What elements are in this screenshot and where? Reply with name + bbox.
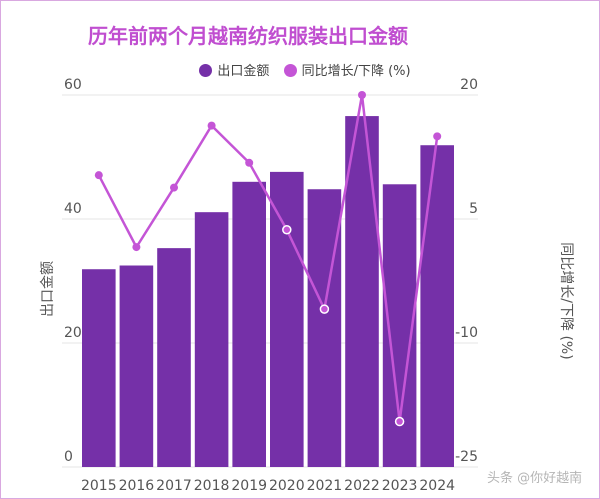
bar-2024 <box>420 145 454 467</box>
bar-2015 <box>82 269 116 467</box>
x-tick-label: 2024 <box>419 478 455 494</box>
bar-2016 <box>119 265 154 467</box>
growth-point-2021 <box>319 304 330 314</box>
bar-2022 <box>345 116 379 467</box>
y2-tick-label: 20 <box>460 77 478 93</box>
y-tick-label: 60 <box>64 77 82 93</box>
bar-2020 <box>270 171 304 467</box>
growth-point-2019 <box>245 158 254 167</box>
y-tick-label: 40 <box>64 201 82 217</box>
y-tick-label: 0 <box>64 449 73 465</box>
bar-2021 <box>307 189 342 468</box>
legend-line-marker <box>283 64 297 77</box>
x-tick-label: 2017 <box>156 478 192 494</box>
legend-line-label: 同比增长/下降 (%) <box>301 64 411 79</box>
growth-point-2020 <box>282 224 292 235</box>
growth-point-2016 <box>132 243 141 252</box>
x-tick-label: 2015 <box>81 478 117 494</box>
growth-point-2017 <box>170 183 178 192</box>
chart-title: 历年前两个月越南纺织服装出口金额 <box>88 24 408 48</box>
y2-tick-label: -10 <box>455 325 478 341</box>
x-tick-label: 2022 <box>344 478 380 494</box>
y2-tick-label: 5 <box>469 201 478 217</box>
y2-axis-label: 同比增长/下降 (%) <box>558 242 574 359</box>
y-tick-label: 20 <box>64 325 82 341</box>
y2-tick-label: -25 <box>455 449 478 465</box>
legend-bar-label: 出口金额 <box>217 64 270 79</box>
growth-point-2023 <box>394 416 405 427</box>
x-tick-label: 2019 <box>231 478 267 494</box>
x-tick-label: 2021 <box>307 478 343 494</box>
x-tick-label: 2018 <box>194 478 230 494</box>
growth-point-2018 <box>207 121 216 130</box>
bar-2018 <box>194 212 229 467</box>
legend: 出口金额 同比增长/下降 (%) <box>0 60 600 79</box>
growth-line <box>97 94 439 422</box>
growth-point-2024 <box>433 132 442 141</box>
bar-2019 <box>232 181 266 468</box>
bar-2017 <box>157 248 191 467</box>
y-axis-label: 出口金额 <box>40 261 56 317</box>
x-tick-label: 2023 <box>382 478 418 494</box>
watermark: 头条 @你好越南 <box>487 471 583 486</box>
x-tick-label: 2016 <box>119 478 155 494</box>
x-tick-label: 2020 <box>269 478 305 494</box>
legend-bar-marker <box>199 64 213 77</box>
growth-point-2015 <box>94 171 103 180</box>
growth-point-2022 <box>358 91 366 99</box>
